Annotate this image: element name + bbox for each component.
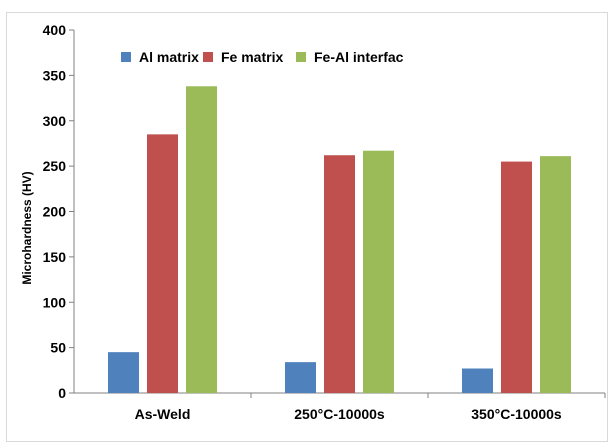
x-axis: As-Weld 250°C-10000s 350°C-10000s	[74, 392, 606, 422]
y-tick-label: 150	[43, 249, 67, 265]
x-tick-label: 350°C-10000s	[471, 406, 562, 422]
legend-label: Fe matrix	[221, 49, 283, 65]
y-tick-label: 100	[43, 294, 67, 310]
bar	[363, 150, 394, 393]
legend-label: Al matrix	[139, 49, 199, 65]
y-tick-label: 50	[50, 340, 66, 356]
bar	[147, 134, 178, 394]
y-axis: 0 50 100 150 200 250 300 350 400	[43, 22, 75, 401]
legend-swatch	[296, 52, 306, 62]
bar	[285, 362, 316, 393]
bar	[324, 155, 355, 393]
bar	[501, 161, 532, 393]
bar	[186, 86, 217, 393]
y-tick-label: 200	[43, 204, 67, 220]
y-tick-label: 250	[43, 158, 67, 174]
x-tick-label: As-Weld	[135, 406, 191, 422]
y-tick-label: 300	[43, 113, 67, 129]
y-tick-label: 350	[43, 67, 67, 83]
y-tick-label: 400	[43, 22, 67, 38]
bar	[108, 352, 139, 393]
legend-label: Fe-Al interfac	[314, 49, 404, 65]
x-tick-label: 250°C-10000s	[294, 406, 385, 422]
legend: Al matrix Fe matrix Fe-Al interfac	[121, 49, 404, 65]
legend-swatch	[203, 52, 213, 62]
legend-swatch	[121, 52, 131, 62]
bar	[462, 368, 493, 393]
y-tick-label: 0	[58, 385, 66, 401]
bars	[108, 86, 571, 394]
bar	[540, 156, 571, 393]
y-axis-title: Microhardness (HV)	[20, 171, 34, 284]
